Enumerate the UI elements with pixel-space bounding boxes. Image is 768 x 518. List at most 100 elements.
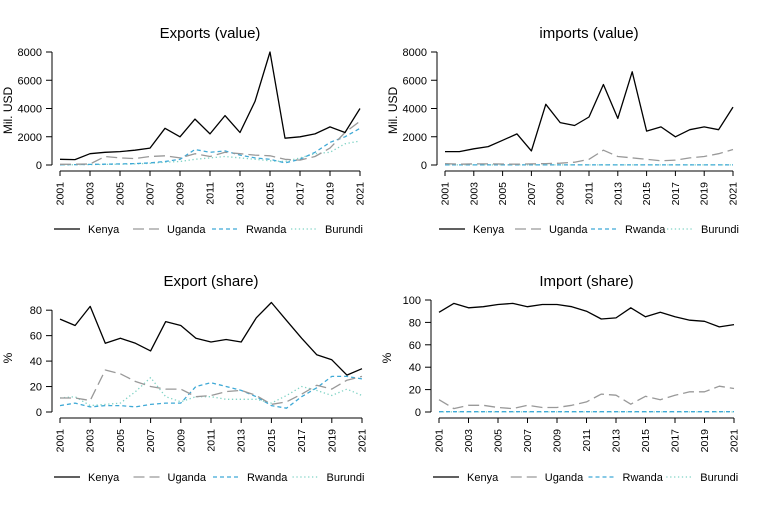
x-tick-label: 2005 — [115, 429, 127, 453]
legend-label-rwanda: Rwanda — [623, 472, 664, 484]
x-tick-label: 2011 — [584, 182, 596, 205]
y-tick-label: 80 — [30, 305, 42, 317]
x-tick-label: 2017 — [295, 182, 307, 206]
x-tick-label: 2017 — [296, 429, 308, 453]
x-tick-label: 2021 — [729, 429, 741, 453]
y-axis-label: Mil. USD — [1, 87, 15, 135]
x-tick-label: 2013 — [236, 429, 248, 453]
chart-title: Exports (value) — [160, 25, 261, 42]
x-tick-label: 2015 — [265, 182, 277, 206]
y-tick-label: 2000 — [403, 132, 427, 144]
series-line-uganda — [59, 120, 361, 165]
x-tick-label: 2005 — [115, 182, 127, 206]
x-tick-label: 2013 — [611, 429, 623, 453]
x-tick-label: 2007 — [522, 429, 534, 453]
series-line-rwanda — [59, 375, 363, 409]
y-tick-label: 20 — [409, 385, 421, 397]
series-line-kenya — [59, 301, 363, 376]
x-tick-label: 2001 — [440, 182, 452, 206]
y-axis-label: % — [1, 352, 15, 363]
legend-label-uganda: Uganda — [545, 472, 584, 484]
x-tick-label: 2003 — [463, 429, 475, 453]
y-tick-label: 6000 — [403, 75, 427, 87]
legend-label-uganda: Uganda — [168, 472, 207, 484]
series-line-kenya — [59, 51, 361, 161]
y-tick-label: 8000 — [18, 47, 42, 59]
legend: Kenya Uganda Rwanda Burundi — [54, 472, 364, 484]
x-tick-label: 2011 — [205, 182, 217, 205]
legend-label-rwanda: Rwanda — [247, 472, 288, 484]
y-tick-label: 0 — [421, 160, 427, 172]
y-tick-label: 8000 — [403, 47, 427, 59]
x-tick-label: 2005 — [493, 429, 505, 453]
legend-label-uganda: Uganda — [167, 224, 206, 236]
legend-label-kenya: Kenya — [467, 472, 499, 484]
chart-panel-1: Exports (value) 0 2000 4000 6000 8000 Mil. USD… — [1, 25, 367, 236]
x-tick-label: 2003 — [468, 182, 480, 206]
x-tick-label: 2011 — [206, 429, 218, 452]
legend: Kenya Uganda Rwanda Burundi — [54, 224, 363, 236]
legend-label-rwanda: Rwanda — [246, 224, 287, 236]
legend-label-rwanda: Rwanda — [625, 224, 666, 236]
y-tick-label: 6000 — [18, 75, 42, 87]
x-tick-label: 2003 — [85, 429, 97, 453]
x-tick-label: 2009 — [552, 429, 564, 453]
legend-label-burundi: Burundi — [327, 472, 365, 484]
y-tick-label: 60 — [30, 331, 42, 343]
x-tick-label: 2003 — [85, 182, 97, 206]
x-tick-label: 2001 — [55, 429, 67, 453]
y-axis-label: % — [380, 352, 394, 363]
x-tick-label: 2009 — [555, 182, 567, 206]
x-tick-label: 2001 — [55, 182, 67, 206]
x-tick-label: 2017 — [670, 429, 682, 453]
y-axis-label: Mil. USD — [386, 87, 400, 135]
x-tick-label: 2021 — [357, 429, 369, 453]
series-line-rwanda — [59, 127, 361, 166]
legend-label-kenya: Kenya — [88, 472, 120, 484]
y-tick-label: 40 — [409, 362, 421, 374]
x-tick-label: 2017 — [670, 182, 682, 206]
x-tick-label: 2021 — [728, 182, 740, 206]
chart-panel-3: Export (share) 0 20 40 60 80% 2001 2003 2005 2007… — [1, 273, 369, 484]
y-tick-label: 4000 — [403, 104, 427, 116]
x-tick-label: 2005 — [497, 182, 509, 206]
x-tick-label: 2007 — [526, 182, 538, 206]
chart-title: imports (value) — [539, 25, 638, 42]
y-tick-label: 0 — [36, 407, 42, 419]
y-tick-label: 2000 — [18, 132, 42, 144]
y-tick-label: 0 — [36, 160, 42, 172]
y-tick-label: 80 — [409, 317, 421, 329]
x-tick-label: 2007 — [145, 182, 157, 206]
series-line-kenya — [438, 302, 735, 328]
legend-label-uganda: Uganda — [549, 224, 588, 236]
x-tick-label: 2021 — [355, 182, 367, 206]
legend-label-burundi: Burundi — [700, 472, 738, 484]
series-line-kenya — [445, 71, 734, 153]
x-tick-label: 2013 — [612, 182, 624, 206]
x-tick-label: 2011 — [581, 429, 593, 452]
y-tick-label: 60 — [409, 340, 421, 352]
legend-label-kenya: Kenya — [473, 224, 505, 236]
x-tick-label: 2007 — [145, 429, 157, 453]
y-tick-label: 4000 — [18, 104, 42, 116]
chart-panel-2: imports (value) 0 2000 4000 6000 8000 Mil. USD… — [386, 25, 740, 236]
x-tick-label: 2015 — [640, 429, 652, 453]
chart-title: Import (share) — [539, 273, 633, 290]
chart-panel-4: Import (share) 0 20 40 60 80 100% 2001 2003 2005 2… — [380, 273, 741, 484]
y-tick-label: 100 — [403, 295, 421, 307]
x-tick-label: 2001 — [434, 429, 446, 453]
x-tick-label: 2019 — [699, 429, 711, 453]
x-tick-label: 2015 — [266, 429, 278, 453]
y-tick-label: 40 — [30, 356, 42, 368]
series-line-uganda — [60, 369, 363, 406]
legend-label-burundi: Burundi — [325, 224, 363, 236]
chart-title: Export (share) — [163, 273, 258, 290]
x-tick-label: 2009 — [175, 429, 187, 453]
series-line-uganda — [444, 148, 734, 165]
x-tick-label: 2019 — [325, 182, 337, 206]
legend: Kenya Uganda Rwanda Burundi — [439, 224, 739, 236]
series-line-burundi — [59, 376, 363, 407]
legend: Kenya Uganda Rwanda Burundi — [433, 472, 738, 484]
x-tick-label: 2013 — [235, 182, 247, 206]
